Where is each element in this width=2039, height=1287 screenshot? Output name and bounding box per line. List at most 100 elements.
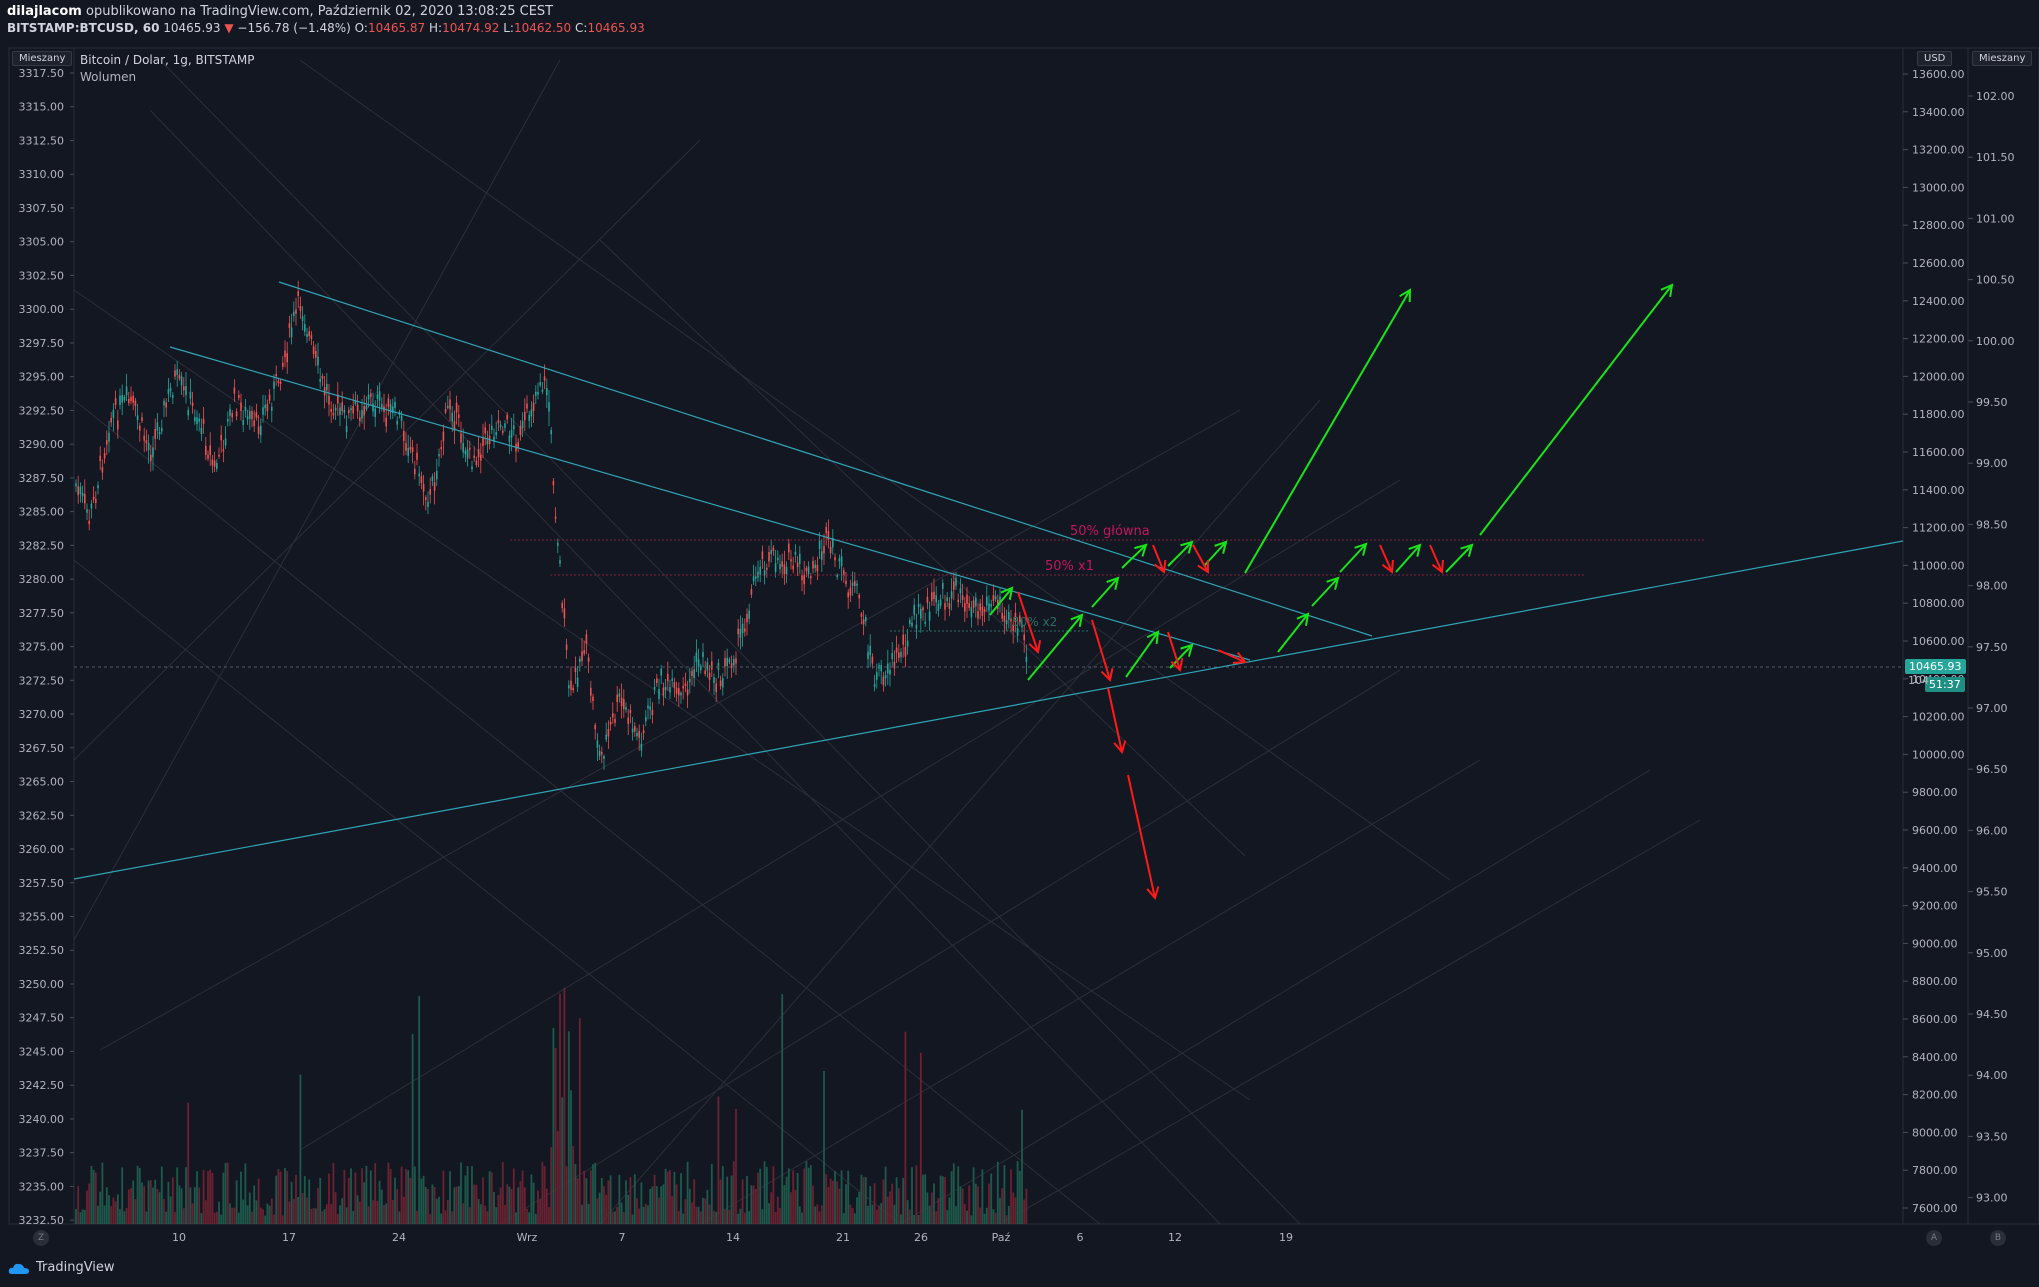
candle-body [198,418,200,422]
left-scale-mode-button[interactable]: Mieszany [12,51,73,66]
price-scale-label: 12600.00 [1912,257,1965,270]
currency-button[interactable]: USD [1917,51,1953,66]
volume-bar [508,1186,511,1224]
candle-body [440,447,442,450]
candle-body [262,407,264,415]
candle-body [792,565,794,570]
candle-body [112,409,115,418]
candle-body [348,410,350,414]
scale-b-button[interactable]: B [1990,1230,2006,1246]
volume-bar [785,1176,788,1224]
volume-bar [939,1175,942,1224]
volume-bar [198,1187,201,1224]
volume-bar [715,1211,718,1224]
volume-bar [246,1205,249,1224]
gann-line [899,769,1651,1225]
volume-bar [380,1189,383,1224]
candle-body [933,591,935,599]
volume-bar [917,1215,920,1224]
candle-body [994,596,997,600]
volume-bar [209,1169,212,1224]
candle-body [968,603,970,608]
candle-body [847,592,849,598]
candle-body [928,611,931,621]
right-scale-mode-button[interactable]: Mieszany [1972,51,2033,66]
volume-bar [990,1173,993,1224]
middle-trendline[interactable] [169,346,1251,661]
volume-bar [504,1205,506,1224]
candle-body [174,370,176,377]
volume-bar [284,1167,286,1224]
volume-bar [871,1204,874,1224]
candle-body [211,459,214,466]
volume-bar [941,1176,944,1224]
volume-bar [358,1201,361,1224]
volume-bar [567,1031,570,1224]
volume-bar [336,1213,339,1224]
volume-bar [202,1169,205,1224]
upper-trendline[interactable] [278,281,1373,637]
volume-bar [220,1214,223,1224]
candle-body [508,435,511,442]
candle-body [620,697,623,707]
volume-bar [673,1171,676,1224]
candle-body [132,395,134,403]
volume-bar [264,1215,267,1224]
volume-bar [864,1177,867,1224]
auto-scale-button[interactable]: A [1926,1230,1942,1246]
candle-body [178,374,181,379]
candle-body [75,483,77,487]
price-scale-label: 9400.00 [1912,862,1958,875]
volume-bar [853,1213,856,1224]
volume-bar [840,1170,843,1224]
candle-body [849,587,852,596]
volume-bar [684,1199,687,1224]
timezone-button[interactable]: Z [33,1230,49,1246]
volume-bar [935,1211,938,1224]
left-scale-label: 3302.50 [19,269,65,282]
left-scale-label: 3257.50 [19,877,65,890]
candle-body [365,405,368,410]
volume-bar [609,1175,612,1224]
candle-body [458,414,460,418]
candle-body [301,316,304,321]
volume-bar [614,1211,616,1224]
candle-body [1021,623,1023,628]
candle-body [264,404,266,409]
price-change: −156.78 (−1.48%) [237,21,351,35]
candle-body [568,685,570,689]
tradingview-logo[interactable]: TradingView [8,1260,115,1275]
candle-body [722,678,724,688]
symbol-name[interactable]: BITSTAMP:BTCUSD, 60 [7,21,160,35]
candle-body [471,466,473,470]
candle-body [697,659,700,668]
volume-bar [823,1070,825,1224]
volume-legend[interactable]: Wolumen [80,70,136,84]
candle-body [477,448,480,458]
volume-bar [152,1187,154,1224]
projection-arrow-line [1167,631,1181,671]
candle-body [154,428,156,439]
price-scale-label: 13600.00 [1912,68,1965,81]
volume-bar [1007,1205,1010,1224]
candle-body [931,592,933,601]
volume-bar [669,1170,671,1224]
candle-body [150,454,152,461]
volume-bar [323,1209,326,1224]
price-scale-label: 10800.00 [1912,597,1965,610]
author-name[interactable]: dilajlacom [7,4,82,19]
candle-body [363,405,365,416]
volume-bar [649,1189,652,1224]
candle-body [95,499,97,503]
chart-legend-title[interactable]: Bitcoin / Dolar, 1g, BITSTAMP [80,53,254,67]
candle-body [939,599,942,606]
support-trendline[interactable] [73,540,1904,880]
volume-bar [321,1211,324,1224]
volume-bar [948,1197,951,1224]
candle-body [733,658,735,666]
candle-body [902,634,904,645]
candle-body [110,417,112,423]
right-scale-label: 98.00 [1976,580,2008,593]
candle-body [920,608,922,619]
